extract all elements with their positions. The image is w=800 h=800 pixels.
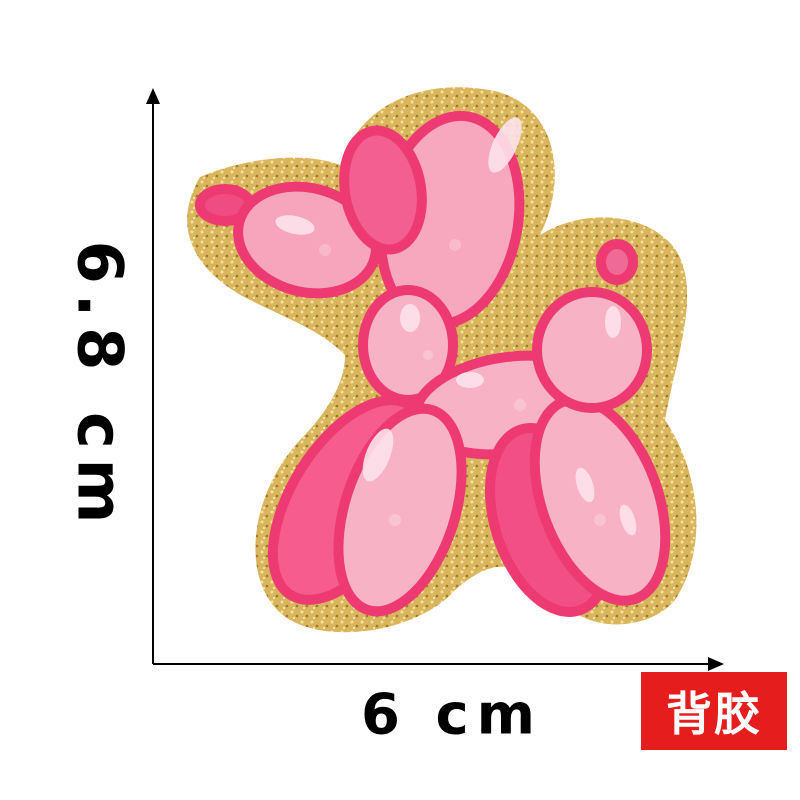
tail-balloon [596,239,638,285]
ear-shadow-balloon [339,125,427,255]
hip-highlight [605,306,621,338]
horizontal-axis-arrow-icon [708,657,724,671]
balloon-dog [195,110,671,617]
balloon-highlights [275,117,637,536]
back-leg-highlight-2 [619,504,637,536]
head-balloon [233,181,381,299]
front-leg-highlight [362,428,394,482]
head-highlight [275,215,315,235]
dimension-axes [146,88,724,671]
chenille-texture [319,239,606,526]
vertical-axis-arrow-icon [146,88,160,104]
width-dimension-label: 6 cm [360,682,544,748]
body-highlight [456,372,484,388]
ear-highlight [488,117,522,173]
adhesive-backing-badge: 背胶 [641,672,787,750]
hip-balloon [532,287,652,413]
neck-highlight [400,304,420,332]
height-dimension-label: 6.8 cm [63,240,137,534]
back-leg-highlight [575,467,595,503]
